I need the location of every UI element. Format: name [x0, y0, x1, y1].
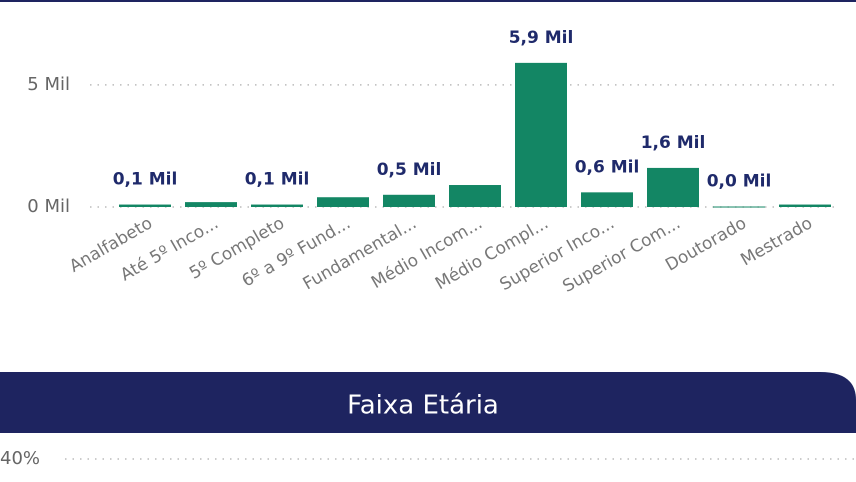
x-tick-label: Fundamental... — [300, 213, 420, 294]
x-tick-label: Superior Inco... — [496, 213, 618, 295]
bar — [251, 204, 303, 207]
x-tick-label: Superior Com... — [559, 213, 684, 297]
bar — [383, 194, 435, 207]
bar — [713, 206, 765, 208]
data-label: 0,1 Mil — [245, 170, 310, 190]
data-label: 0,6 Mil — [575, 157, 640, 177]
section-title: Faixa Etária — [347, 391, 499, 421]
bar — [449, 185, 501, 207]
bar — [185, 202, 237, 207]
bar — [581, 192, 633, 207]
y-tick-label: 5 Mil — [27, 74, 70, 95]
section-banner — [0, 372, 856, 433]
data-label: 0,5 Mil — [377, 160, 442, 180]
data-label: 5,9 Mil — [509, 28, 574, 48]
bar — [779, 204, 831, 207]
bar — [119, 204, 171, 207]
y-tick-label: 40% — [0, 448, 40, 469]
bar — [515, 62, 567, 207]
data-label: 1,6 Mil — [641, 133, 706, 153]
x-tick-label: Médio Incom... — [368, 213, 486, 293]
data-label: 0,0 Mil — [707, 172, 772, 192]
bar — [317, 197, 369, 207]
x-tick-label: Mestrado — [737, 213, 816, 270]
y-tick-label: 0 Mil — [27, 196, 70, 217]
data-label: 0,1 Mil — [113, 170, 178, 190]
x-tick-label: Médio Compl... — [432, 213, 552, 294]
bar — [647, 167, 699, 207]
